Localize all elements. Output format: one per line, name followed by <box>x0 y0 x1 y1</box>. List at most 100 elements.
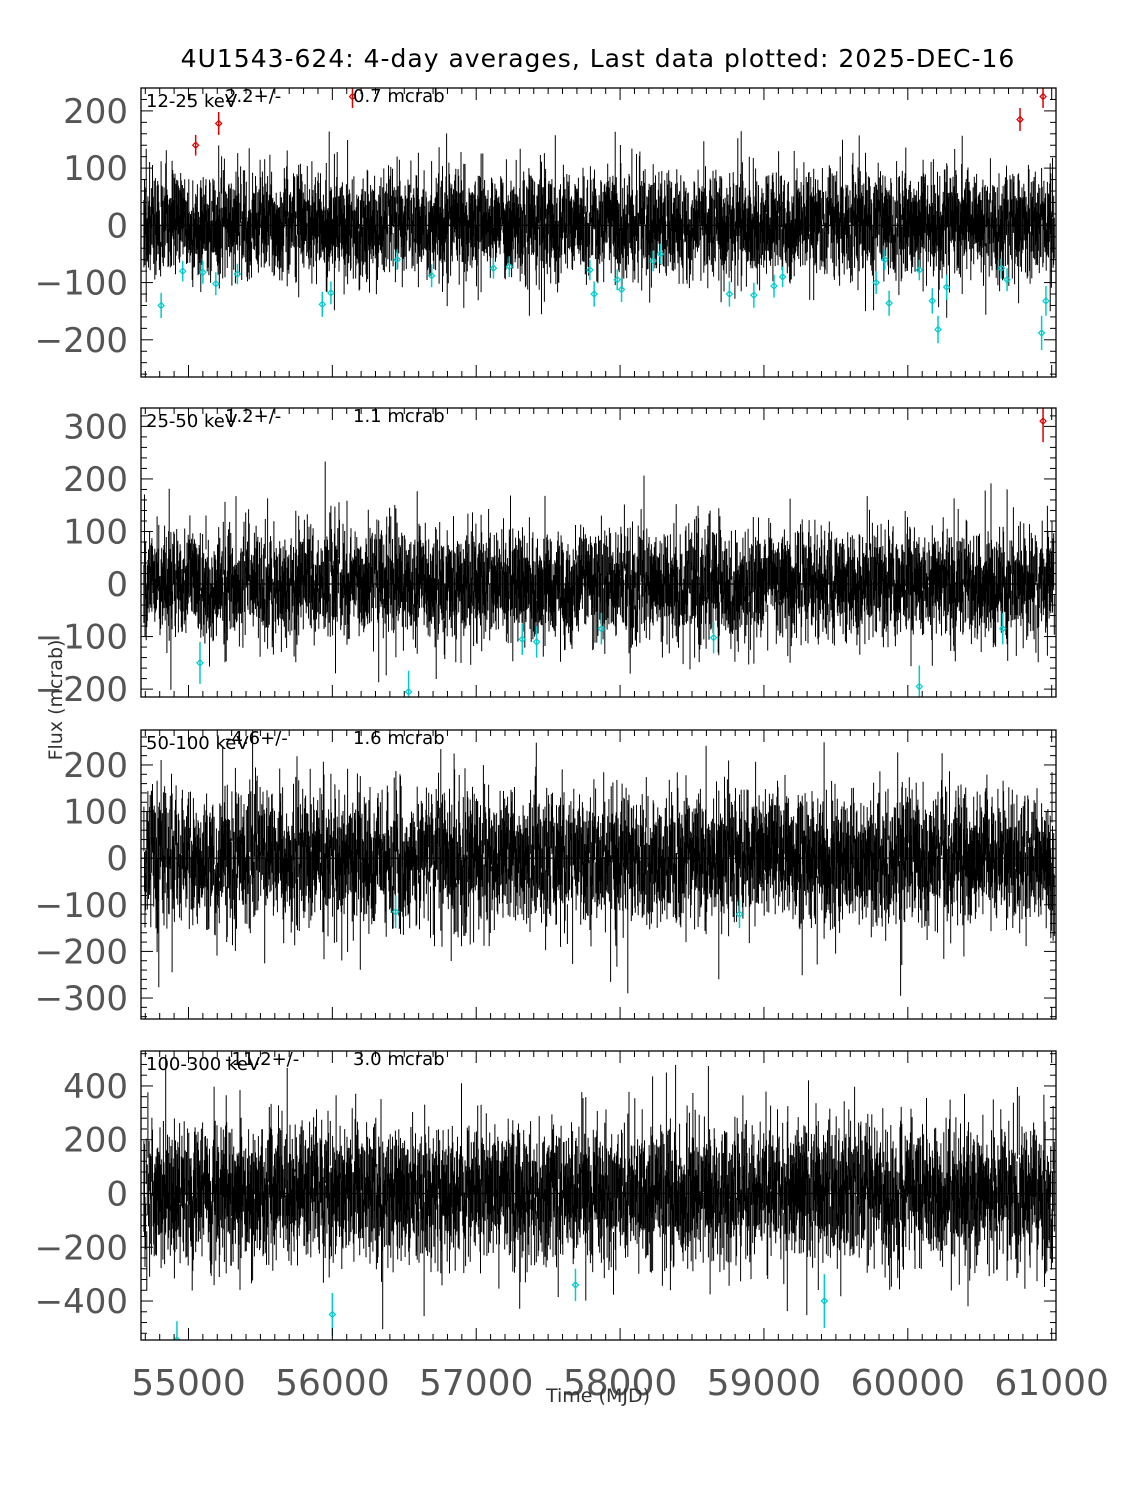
panel-4-y-ticks <box>141 1053 1056 1334</box>
panel-1-low-point-4 <box>211 279 220 288</box>
panel-1-low-point-23 <box>880 255 889 264</box>
panel-2-high-point-1 <box>1039 417 1047 425</box>
panel-4-low-point-2 <box>328 1310 337 1319</box>
y-axis-label: Flux (mcrab) <box>45 640 67 761</box>
panel-1-y-tick-label-1: −200 <box>35 321 128 361</box>
panel-1-y-tick-label-4: 100 <box>63 149 128 189</box>
panel-1-low-point-26 <box>928 297 937 305</box>
panel-1-low-point-22 <box>872 278 881 287</box>
panel-4-y-tick-label-4: 200 <box>63 1121 128 1161</box>
panel-3-error-label: 1.6 mcrab <box>353 728 445 749</box>
panel-4-x-ticks <box>144 1051 1053 1340</box>
x-tick-label-2: 56000 <box>275 1363 390 1404</box>
panel-2-low-point-5 <box>597 624 606 633</box>
panel-1-mean-label: 2.2+/- <box>225 86 281 107</box>
panel-2-band-label: 25-50 keV <box>146 411 238 432</box>
panel-1-y-tick-label-2: −100 <box>35 264 128 304</box>
panel-1-low-point-30 <box>1003 275 1011 284</box>
panel-3-y-ticks <box>141 736 1056 1018</box>
panel-1-low-point-16 <box>649 256 658 265</box>
panel-2-low-point-1 <box>196 658 204 667</box>
panel-2-mean-label: 1.2+/- <box>225 406 281 427</box>
panel-3-y-tick-label-5: 100 <box>63 793 128 833</box>
panel-2-x-ticks <box>144 408 1053 697</box>
panel-1-low-point-18 <box>725 290 734 298</box>
panel-2-low-point-4 <box>532 637 541 646</box>
x-tick-label-3: 57000 <box>419 1363 534 1404</box>
panel-1-y-ticks <box>141 87 1056 375</box>
panel-2-noise-bins <box>143 461 1055 690</box>
panel-3-low-point-1 <box>391 907 400 916</box>
panel-4-low-point-1 <box>173 1336 181 1340</box>
panel-1-low-point-21 <box>778 273 787 281</box>
panel-4-error-label: 3.0 mcrab <box>353 1049 445 1070</box>
panel-1-low-point-5 <box>233 270 242 278</box>
panel-1-data <box>143 88 1055 351</box>
x-axis-tick-labels: 55000 56000 57000 58000 59000 60000 61000 <box>131 1363 1109 1404</box>
panel-1-low-point-10 <box>489 264 498 273</box>
panel-1-y-tick-label-5: 200 <box>63 92 128 132</box>
panel-4-low-point-4 <box>820 1297 829 1305</box>
panel-2-low-point-6 <box>709 633 718 642</box>
panel-1-x-ticks <box>144 88 1053 377</box>
panel-2-y-tick-label-5: 200 <box>63 460 128 500</box>
panel-1-error-bars <box>143 131 1055 318</box>
panel-3-y-tick-label-4: 0 <box>106 839 128 879</box>
panel-3-y-tick-label-3: −100 <box>35 886 128 926</box>
panel-1-low-point-1 <box>157 301 165 310</box>
panel-4-y-tick-label-1: −400 <box>35 1282 128 1322</box>
x-tick-label-4: 58000 <box>563 1363 678 1404</box>
x-axis-label: Time (MJD) <box>545 1385 650 1407</box>
panel-3-y-tick-label-6: 200 <box>63 746 128 786</box>
panel-1-low-point-19 <box>750 291 758 300</box>
panel-1-low-point-27 <box>934 325 942 334</box>
panel-1-high-point-1 <box>191 141 200 150</box>
panel-1-low-point-3 <box>199 268 207 277</box>
panel-2-y-tick-label-6: 300 <box>63 407 128 447</box>
figure-title: 4U1543-624: 4-day averages, Last data pl… <box>181 44 1016 73</box>
panel-2-data <box>143 408 1055 697</box>
panel-3-noise-bins <box>143 730 1055 996</box>
panel-4: −400 −200 0 200 400 100-300 keV-11.2+/- 3.0 mc… <box>35 1049 1057 1341</box>
panel-2-y-tick-label-1: −200 <box>35 670 128 710</box>
panel-2-low-point-2 <box>404 687 413 696</box>
x-tick-label-7: 61000 <box>994 1363 1109 1404</box>
panel-2-y-tick-label-4: 100 <box>63 512 128 552</box>
panel-3-data <box>143 730 1055 996</box>
panel-1-high-point-5 <box>1039 92 1047 101</box>
panel-3: −300 −200 −100 0 100 200 50-100 keV-4.6+/- 1.6 … <box>35 728 1057 1020</box>
x-tick-label-1: 55000 <box>131 1363 246 1404</box>
panel-3-y-tick-label-2: −200 <box>35 932 128 972</box>
panel-3-y-tick-label-1: −300 <box>35 979 128 1019</box>
panel-1-low-point-24 <box>885 299 893 308</box>
panel-1-error-label: 0.7 mcrab <box>353 86 445 107</box>
panel-4-y-tick-label-2: −200 <box>35 1228 128 1268</box>
panel-4-error-bars <box>143 1054 1055 1330</box>
panel-4-band-label: 100-300 keV <box>146 1054 261 1075</box>
panel-1-low-point-11 <box>505 262 514 271</box>
panel-1-band-label: 12-25 keV <box>146 91 238 112</box>
panel-3-band-label: 50-100 keV <box>146 733 249 754</box>
panel-3-error-bars <box>143 730 1055 996</box>
panel-4-y-tick-label-3: 0 <box>106 1174 128 1214</box>
panel-1-low-point-8 <box>393 255 401 264</box>
panel-1-low-point-31 <box>1037 329 1046 337</box>
panel-1-y-tick-label-3: 0 <box>106 206 128 246</box>
panel-2-y-tick-label-2: −100 <box>35 618 128 658</box>
panel-1-low-point-28 <box>942 283 951 292</box>
panel-4-mean-label: -11.2+/- <box>225 1049 299 1070</box>
panel-1-low-point-12 <box>586 266 594 274</box>
panel-2-low-point-8 <box>998 624 1007 633</box>
panel-2-low-point-3 <box>518 635 527 644</box>
panel-1-low-point-2 <box>178 267 187 275</box>
panel-1-low-point-20 <box>770 282 778 290</box>
panel-1-low-point-7 <box>327 289 335 297</box>
panel-1-high-point-3 <box>348 92 357 101</box>
panel-3-mean-label: -4.6+/- <box>225 728 288 749</box>
panel-1-high-point-2 <box>214 119 223 128</box>
panel-4-y-tick-label-5: 400 <box>63 1067 128 1107</box>
panel-1-low-point-13 <box>590 290 599 298</box>
